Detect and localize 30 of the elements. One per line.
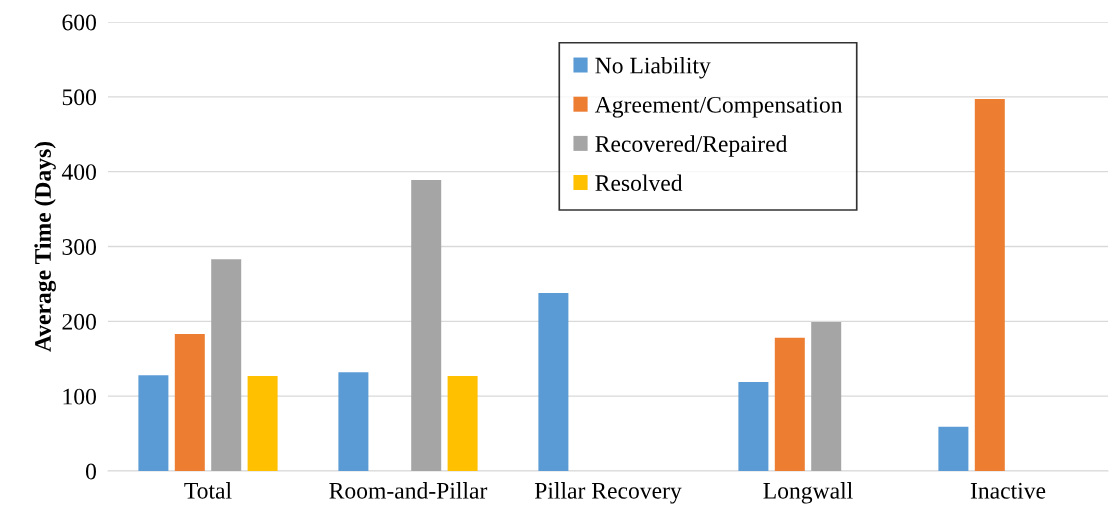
bar <box>338 372 369 471</box>
y-tick-label: 100 <box>63 388 96 405</box>
y-tick-label: 200 <box>62 313 96 330</box>
bar <box>774 337 805 471</box>
x-tick-label: Room-and-Pillar <box>329 482 488 499</box>
bar <box>447 375 478 471</box>
x-tick-label: Longwall <box>763 482 853 504</box>
y-tick-label: 400 <box>61 164 96 181</box>
bar <box>811 322 842 471</box>
bar <box>974 99 1005 471</box>
legend-label: Resolved <box>595 174 683 192</box>
bar <box>738 381 769 471</box>
bar <box>211 259 242 471</box>
y-tick-label: 600 <box>62 14 96 31</box>
bar <box>174 334 205 471</box>
x-tick-label: Total <box>184 482 232 499</box>
bar <box>138 375 169 471</box>
x-tick-label: Pillar Recovery <box>534 482 682 504</box>
y-axis-title: Average Time (Days) <box>34 141 56 352</box>
bar <box>938 426 969 471</box>
x-tick-label: Inactive <box>970 482 1046 499</box>
bar <box>411 179 442 471</box>
legend-label: Recovered/Repaired <box>595 135 788 157</box>
legend-label: No Liability <box>595 56 711 79</box>
bar <box>538 292 569 471</box>
legend-label: Agreement/Compensation <box>594 96 843 118</box>
y-tick-label: 0 <box>85 463 96 480</box>
y-tick-label: 300 <box>62 238 96 255</box>
y-tick-label: 500 <box>62 89 96 106</box>
bar <box>247 375 278 471</box>
